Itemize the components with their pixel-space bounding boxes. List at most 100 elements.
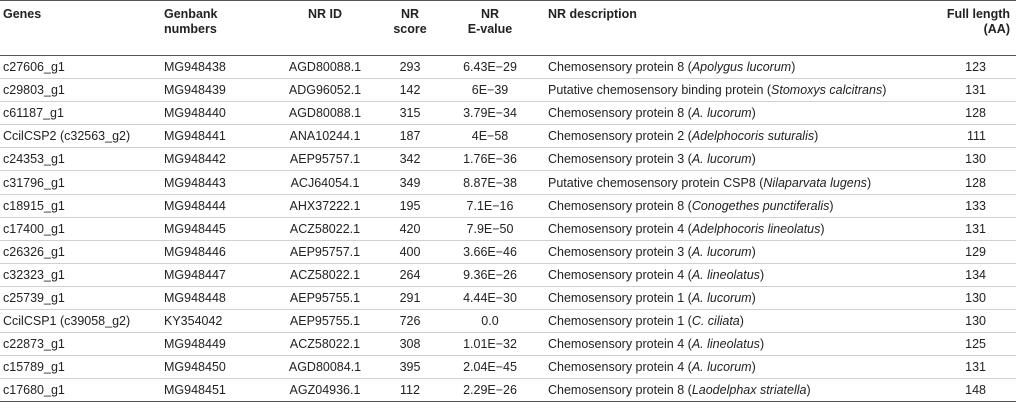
cell-nr-description: Chemosensory protein 8 (Apolygus lucorum… (540, 55, 926, 80)
cell-nr-evalue: 9.36E−26 (440, 263, 540, 287)
desc-species: A. lucorum (691, 360, 752, 375)
table-row: c22873_g1 MG948449 ACZ58022.1 308 1.01E−32 Ch… (0, 332, 1016, 357)
cell-gene: c17680_g1 (0, 378, 160, 403)
table-row: c25739_g1 MG948448 AEP95755.1 291 4.44E−30 Ch… (0, 286, 1016, 311)
desc-tail: ) (820, 221, 825, 236)
header-nr-id-label: NR ID (307, 7, 343, 21)
cell-nr-id: AEP95755.1 (270, 286, 380, 311)
cell-nr-description: Chemosensory protein 4 (Adelphocoris lin… (540, 217, 926, 241)
table-header: Genes Genbank numbers NR ID NR score NR E-v… (0, 0, 1016, 56)
cell-nr-score: 420 (380, 217, 440, 241)
cell-nr-score: 342 (380, 147, 440, 172)
header-genbank-line2: numbers (164, 22, 217, 36)
cell-nr-score: 308 (380, 332, 440, 357)
cell-nr-id: AHX37222.1 (270, 194, 380, 218)
table-body: c27606_g1 MG948438 AGD80088.1 293 6.43E−29 Ch… (0, 55, 1016, 403)
desc-tail: ) (759, 267, 765, 282)
table-row: c24353_g1 MG948442 AEP95757.1 342 1.76E−36 Ch… (0, 147, 1016, 172)
table-row: c17680_g1 MG948451 AGZ04936.1 112 2.29E−26 Ch… (0, 378, 1016, 403)
desc-text: Chemosensory protein 3 ( (548, 244, 692, 259)
table-row: c61187_g1 MG948440 AGD80088.1 315 3.79E−34 Ch… (0, 101, 1016, 126)
cell-gene: CcilCSP1 (c39058_g2) (0, 309, 160, 334)
header-genes-label: Genes (3, 7, 42, 21)
cell-full-length: 125 (926, 332, 1016, 357)
header-nr-description-label: NR description (548, 7, 637, 21)
cell-nr-description: Chemosensory protein 8 (A. lucorum) (540, 101, 926, 126)
cell-nr-id: ACZ58022.1 (270, 217, 380, 241)
cell-nr-score: 264 (380, 263, 440, 287)
cell-full-length: 128 (926, 101, 1016, 126)
cell-gene: c15789_g1 (0, 355, 160, 380)
desc-tail: ) (739, 314, 744, 329)
cell-nr-id: ANA10244.1 (270, 124, 380, 149)
cell-full-length: 131 (926, 217, 1016, 241)
cell-full-length: 123 (926, 55, 1016, 80)
cell-nr-description: Chemosensory protein 2 (Adelphocoris sut… (540, 124, 926, 149)
table-row: c32323_g1 MG948447 ACZ58022.1 264 9.36E−26 Ch… (0, 263, 1016, 287)
cell-genbank: MG948451 (160, 378, 270, 403)
header-nr-description: NR description (540, 0, 926, 56)
cell-full-length: 130 (926, 147, 1016, 172)
desc-text: Chemosensory protein 8 ( (548, 60, 692, 75)
cell-genbank: MG948445 (160, 217, 270, 241)
desc-tail: ) (806, 383, 811, 398)
desc-tail: ) (751, 106, 756, 121)
cell-nr-score: 291 (380, 286, 440, 311)
desc-tail: ) (751, 360, 756, 375)
cell-gene: c29803_g1 (0, 78, 160, 103)
desc-species: Adelphocoris lineolatus (691, 221, 821, 236)
desc-text: Chemosensory protein 4 ( (548, 267, 692, 282)
cell-genbank: MG948446 (160, 240, 270, 264)
cell-nr-description: Putative chemosensory binding protein (S… (540, 78, 926, 103)
cell-nr-id: AGD80088.1 (270, 101, 380, 126)
cell-nr-score: 195 (380, 194, 440, 218)
header-nr-evalue: NR E-value (440, 0, 540, 56)
cell-nr-evalue: 4E−58 (440, 124, 540, 149)
desc-tail: ) (791, 60, 796, 75)
cell-genbank: MG948440 (160, 101, 270, 126)
header-full-length: Full length (AA) (926, 0, 1016, 56)
desc-text: Chemosensory protein 1 ( (548, 314, 692, 329)
cell-nr-score: 726 (380, 309, 440, 334)
desc-species: A. lucorum (691, 106, 752, 121)
desc-species: A. lineolatus (691, 337, 760, 352)
cell-nr-description: Chemosensory protein 4 (A. lineolatus) (540, 332, 926, 357)
desc-text: Chemosensory protein 8 ( (548, 383, 692, 398)
desc-text: Chemosensory protein 8 ( (548, 198, 692, 213)
cell-nr-score: 112 (380, 378, 440, 403)
cell-nr-description: Chemosensory protein 3 (A. lucorum) (540, 147, 926, 172)
cell-nr-id: AEP95757.1 (270, 147, 380, 172)
desc-tail: ) (751, 244, 756, 259)
desc-tail: ) (751, 290, 756, 305)
cell-gene: c26326_g1 (0, 240, 160, 264)
cell-nr-evalue: 1.76E−36 (440, 147, 540, 172)
cell-full-length: 111 (926, 124, 1016, 149)
desc-tail: ) (751, 152, 756, 167)
header-nr-evalue-line1: NR (480, 7, 500, 21)
cell-nr-evalue: 6E−39 (440, 78, 540, 103)
desc-text: Putative chemosensory protein CSP8 ( (548, 175, 764, 190)
cell-full-length: 131 (926, 355, 1016, 380)
cell-nr-evalue: 4.44E−30 (440, 286, 540, 311)
desc-tail: ) (882, 83, 887, 98)
desc-species: Stomoxys calcitrans (771, 83, 883, 98)
cell-nr-description: Chemosensory protein 4 (A. lineolatus) (540, 263, 926, 287)
cell-full-length: 130 (926, 309, 1016, 334)
desc-species: A. lucorum (691, 290, 752, 305)
cell-genbank: MG948438 (160, 55, 270, 80)
desc-text: Chemosensory protein 2 ( (548, 129, 692, 144)
cell-nr-evalue: 3.79E−34 (440, 101, 540, 126)
cell-gene: c17400_g1 (0, 217, 160, 241)
cell-gene: c31796_g1 (0, 170, 160, 195)
cell-genbank: MG948444 (160, 194, 270, 218)
cell-nr-id: AGZ04936.1 (270, 378, 380, 403)
cell-genbank: MG948439 (160, 78, 270, 103)
desc-tail: ) (759, 337, 765, 352)
cell-genbank: MG948449 (160, 332, 270, 357)
desc-text: Putative chemosensory binding protein ( (548, 83, 772, 98)
header-nr-id: NR ID (270, 0, 380, 56)
cell-nr-description: Putative chemosensory protein CSP8 (Nila… (540, 170, 926, 195)
cell-nr-id: AGD80084.1 (270, 355, 380, 380)
table-row: c15789_g1 MG948450 AGD80084.1 395 2.04E−45 Ch… (0, 355, 1016, 380)
header-full-length-line2: (AA) (983, 22, 1010, 36)
